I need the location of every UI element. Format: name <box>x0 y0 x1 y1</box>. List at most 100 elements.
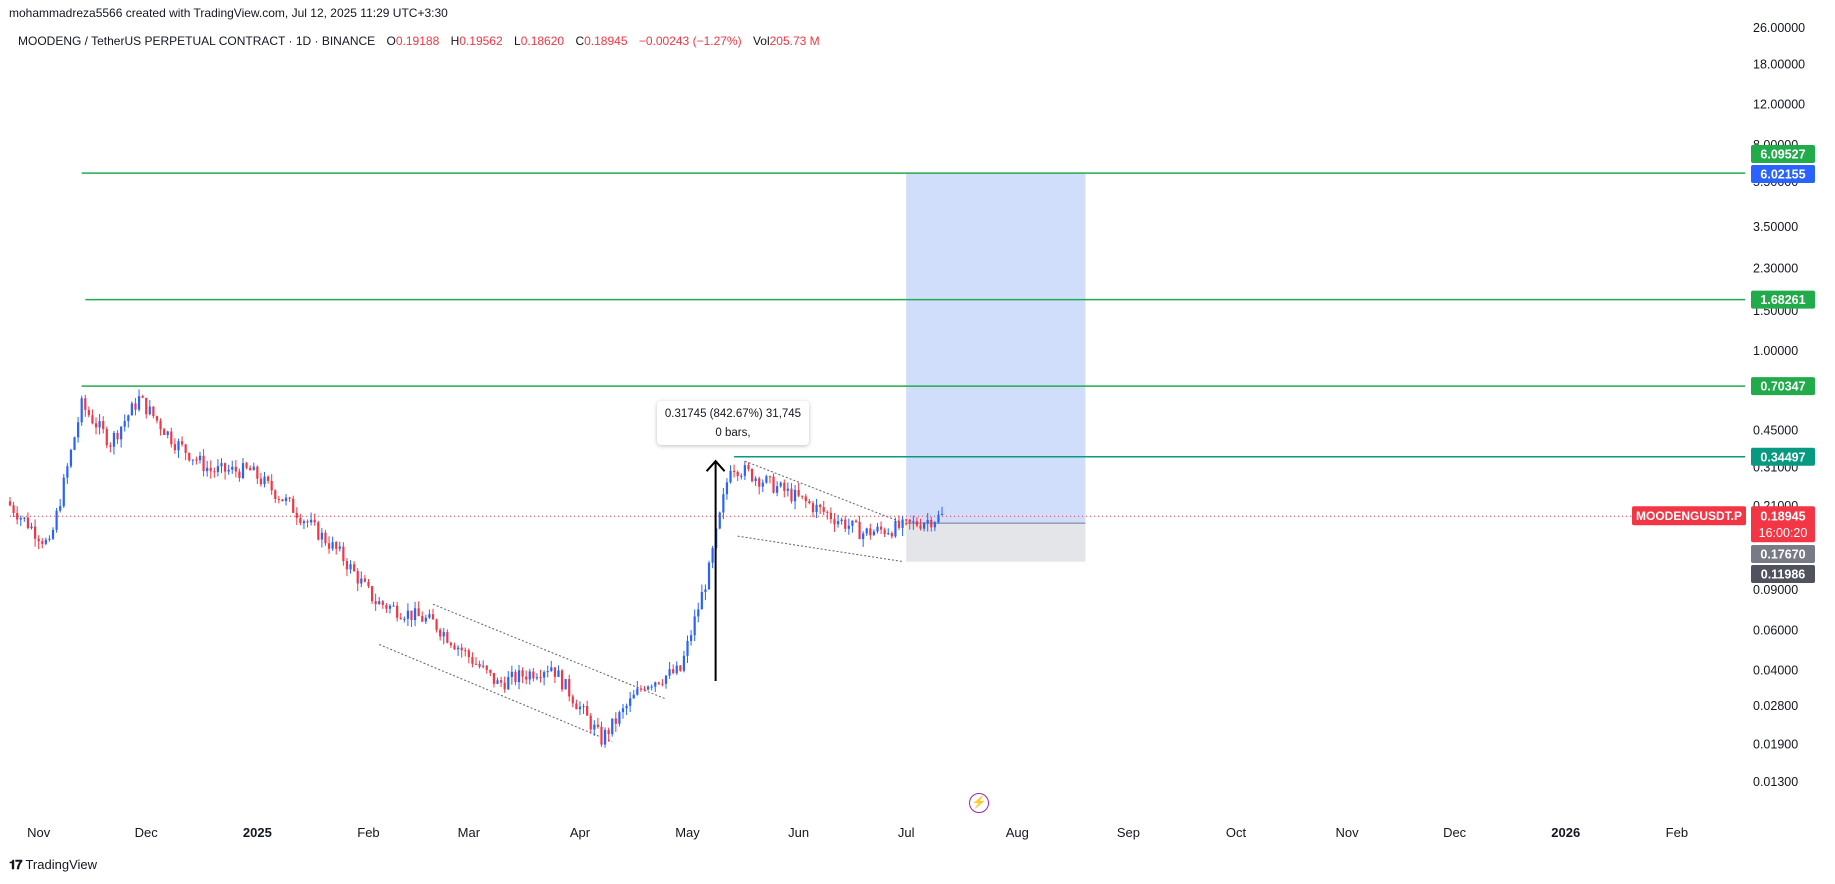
stop-price-label: 0.11986 <box>1761 568 1806 582</box>
candle-body <box>464 650 467 652</box>
candle-body <box>209 467 212 472</box>
candle-body <box>768 476 772 478</box>
candle-body <box>847 525 850 529</box>
candle-body <box>59 506 62 511</box>
price-label-0.70347: 0.70347 <box>1760 380 1805 394</box>
candle-body <box>188 452 191 461</box>
symbol-tag-bg[interactable] <box>1632 506 1746 526</box>
x-tick-label: May <box>675 825 700 840</box>
price-label-6.09527: 6.09527 <box>1760 148 1805 162</box>
candle-body <box>23 517 26 519</box>
candle-body <box>33 526 37 539</box>
candle-body <box>482 665 485 667</box>
volume-label: Vol <box>752 34 770 48</box>
candle-body <box>335 542 338 549</box>
candle-body <box>130 403 133 416</box>
trendline[interactable] <box>432 603 667 700</box>
candle-body <box>396 605 399 618</box>
candle-body <box>614 718 617 724</box>
candle-body <box>163 429 166 435</box>
x-tick-label: Nov <box>27 825 51 840</box>
price-label-1.68261: 1.68261 <box>1760 293 1805 307</box>
lightning-icon[interactable]: ⚡ <box>969 793 989 813</box>
candle-body <box>514 671 517 683</box>
candle-body <box>274 490 277 499</box>
candle-body <box>517 670 521 683</box>
candle-body <box>543 672 546 678</box>
candle-body <box>550 667 553 672</box>
candle-body <box>668 669 671 676</box>
symbol-tag[interactable]: MOODENGUSDT.P <box>1636 509 1742 523</box>
entry-price-label-bg <box>1751 545 1815 563</box>
candle-body <box>664 675 668 684</box>
candle-body <box>320 532 323 540</box>
candle-body <box>80 398 83 423</box>
candle-body <box>141 396 144 398</box>
symbol-title[interactable]: MOODENG / TetherUS PERPETUAL CONTRACT · … <box>18 34 376 48</box>
candle-body <box>266 476 270 481</box>
stop-loss-zone[interactable] <box>906 523 1086 562</box>
candle-body <box>77 422 80 438</box>
candle-body <box>912 521 915 523</box>
candle-body <box>862 533 865 540</box>
candle-body <box>353 564 356 572</box>
candle-body <box>281 499 284 502</box>
candle-body <box>87 409 90 416</box>
candle-body <box>460 647 463 651</box>
y-tick-label: 18.00000 <box>1753 57 1805 71</box>
candle-body <box>220 463 223 467</box>
candle-body <box>173 444 176 451</box>
candle-body <box>431 614 435 620</box>
candle-body <box>195 459 198 461</box>
candle-body <box>618 712 621 724</box>
candle-body <box>822 507 825 512</box>
candle-body <box>815 504 818 513</box>
candle-body <box>740 475 743 477</box>
candle-body <box>474 663 478 665</box>
candle-body <box>496 680 499 684</box>
x-tick-label: 2025 <box>243 825 272 840</box>
candle-body <box>507 676 510 690</box>
candle-body <box>657 682 660 684</box>
candle-body <box>467 650 470 658</box>
close-value: 0.18945 <box>584 34 628 48</box>
candle-body <box>646 686 650 690</box>
candle-body <box>345 561 349 570</box>
x-tick-label: Nov <box>1336 825 1360 840</box>
candle-body <box>783 482 786 491</box>
candle-body <box>66 466 69 478</box>
take-profit-zone[interactable] <box>906 173 1086 524</box>
candle-body <box>733 470 736 473</box>
candle-body <box>905 519 908 521</box>
trendline[interactable] <box>379 644 613 743</box>
candle-body <box>19 517 22 520</box>
candle-body <box>471 657 474 664</box>
candle-body <box>876 526 879 532</box>
candle-body <box>428 614 431 618</box>
candle-body <box>238 471 241 479</box>
candle-body <box>901 519 904 528</box>
candle-body <box>689 635 693 641</box>
candle-body <box>41 541 44 544</box>
trendline[interactable] <box>744 460 907 525</box>
x-tick-label: 2026 <box>1551 825 1580 840</box>
candle-body <box>424 617 427 622</box>
candle-body <box>528 671 531 680</box>
candle-body <box>51 529 55 539</box>
candle-body <box>754 478 757 482</box>
candle-body <box>686 640 689 656</box>
trendline[interactable] <box>737 535 903 563</box>
candle-body <box>492 672 496 684</box>
candle-body <box>37 538 40 542</box>
candle-body <box>697 609 700 617</box>
candle-body <box>284 497 288 502</box>
candle-body <box>729 470 732 483</box>
candle-body <box>797 489 800 496</box>
candle-body <box>442 632 445 637</box>
candle-body <box>127 415 130 422</box>
candle-body <box>711 548 714 563</box>
candle-body <box>736 472 739 477</box>
candle-body <box>410 610 413 621</box>
candle-body <box>277 498 280 500</box>
